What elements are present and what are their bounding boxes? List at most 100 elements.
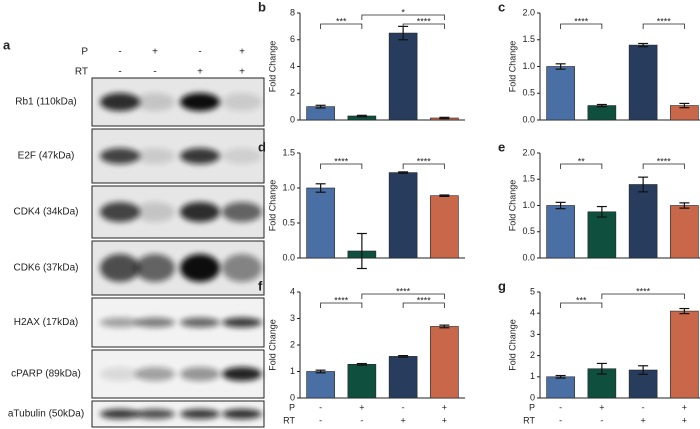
y-axis-label: Fold Change (267, 319, 277, 371)
significance-bracket (642, 163, 685, 169)
y-axis-label: Fold Change (507, 319, 517, 371)
error-bar (315, 369, 326, 374)
blot-band (135, 367, 175, 381)
bar (306, 371, 335, 399)
error-bar (596, 362, 607, 375)
significance-label: **** (396, 286, 411, 296)
bar (670, 205, 699, 259)
blot-band (180, 254, 220, 282)
significance-label: **** (417, 16, 432, 26)
panel-label: c (498, 0, 505, 14)
y-tick-label: 1.0 (522, 61, 535, 71)
significance-label: **** (417, 156, 432, 166)
y-tick-label: 5 (530, 286, 535, 296)
blot-band (180, 93, 220, 111)
y-tick-label: 4 (290, 61, 295, 71)
x-row-sign: - (559, 402, 562, 412)
x-row-sign: + (640, 415, 645, 425)
panel-label: a (3, 37, 11, 52)
blot-band (100, 254, 140, 282)
bar (628, 184, 658, 259)
bar (430, 195, 459, 259)
y-tick-label: 1.5 (522, 34, 535, 44)
blot-band (222, 148, 262, 164)
condition-sign: - (118, 47, 121, 58)
significance-label: ** (578, 156, 586, 166)
error-bar (679, 202, 690, 209)
y-tick-label: 0.0 (522, 114, 535, 124)
y-tick-label: 1.5 (282, 147, 295, 157)
y-tick-label: 0 (290, 114, 295, 124)
y-tick-label: 1 (530, 371, 535, 381)
bar (388, 172, 418, 259)
significance-label: **** (636, 286, 651, 296)
significance-bracket (560, 23, 603, 29)
y-tick-label: 1.0 (282, 182, 295, 192)
y-tick-label: 2 (530, 350, 535, 360)
y-axis-label: Fold Change (507, 180, 517, 232)
error-bar (638, 365, 649, 375)
protein-label: CDK6 (37kDa) (13, 263, 78, 274)
error-bar (555, 374, 566, 379)
significance-bracket (320, 302, 363, 308)
condition-sign: + (239, 47, 245, 58)
panel-label: e (498, 139, 505, 154)
error-bar (555, 63, 566, 70)
significance-bracket (642, 23, 685, 29)
bar (546, 376, 575, 399)
condition-sign: - (153, 67, 156, 78)
bar (628, 44, 658, 121)
significance-bracket (402, 163, 445, 169)
y-tick-label: 6 (290, 34, 295, 44)
significance-bracket (560, 302, 603, 308)
y-axis-label: Fold Change (267, 180, 277, 232)
error-bar (315, 183, 326, 193)
blot-band (100, 93, 140, 111)
condition-sign: - (118, 67, 121, 78)
y-tick-label: 2.0 (522, 147, 535, 157)
panel-label: b (258, 0, 266, 14)
y-tick-label: 3 (530, 329, 535, 339)
x-row-sign: - (642, 402, 645, 412)
y-tick-label: 2 (290, 339, 295, 349)
blot-band (135, 317, 175, 328)
significance-bracket (560, 163, 603, 169)
error-bar (638, 176, 649, 193)
significance-label: * (401, 7, 405, 17)
protein-label: Rb1 (110kDa) (15, 97, 77, 108)
error-bar (596, 103, 607, 108)
x-row-sign: - (319, 402, 322, 412)
blot-band (135, 202, 175, 222)
x-row-sign: - (319, 415, 322, 425)
significance-label: *** (336, 16, 347, 26)
y-axis-label: Fold Change (267, 41, 277, 93)
x-row-sign: + (400, 415, 405, 425)
blot-band (135, 148, 175, 164)
blot-band (180, 367, 220, 381)
y-tick-label: 8 (290, 7, 295, 17)
y-tick-label: 2.0 (522, 7, 535, 17)
x-row-label: P (529, 402, 535, 412)
blot-band (100, 202, 140, 222)
significance-bracket (402, 23, 445, 29)
x-row-label: P (289, 402, 295, 412)
blot-band (135, 93, 175, 111)
significance-label: **** (657, 156, 672, 166)
bar (306, 106, 335, 121)
bar (587, 211, 617, 259)
x-row-sign: + (682, 415, 687, 425)
y-tick-label: 0.5 (522, 226, 535, 236)
y-tick-label: 4 (290, 286, 295, 296)
blot-band (180, 148, 220, 164)
y-tick-label: 0 (290, 392, 295, 402)
x-row-sign: - (402, 402, 405, 412)
error-bar (439, 324, 450, 329)
significance-label: **** (657, 16, 672, 26)
y-tick-label: 0.0 (522, 252, 535, 262)
x-row-sign: + (599, 402, 604, 412)
bar (670, 310, 699, 399)
y-tick-label: 1.5 (522, 174, 535, 184)
y-axis-label: Fold Change (507, 41, 517, 93)
panel-label: g (498, 278, 506, 293)
